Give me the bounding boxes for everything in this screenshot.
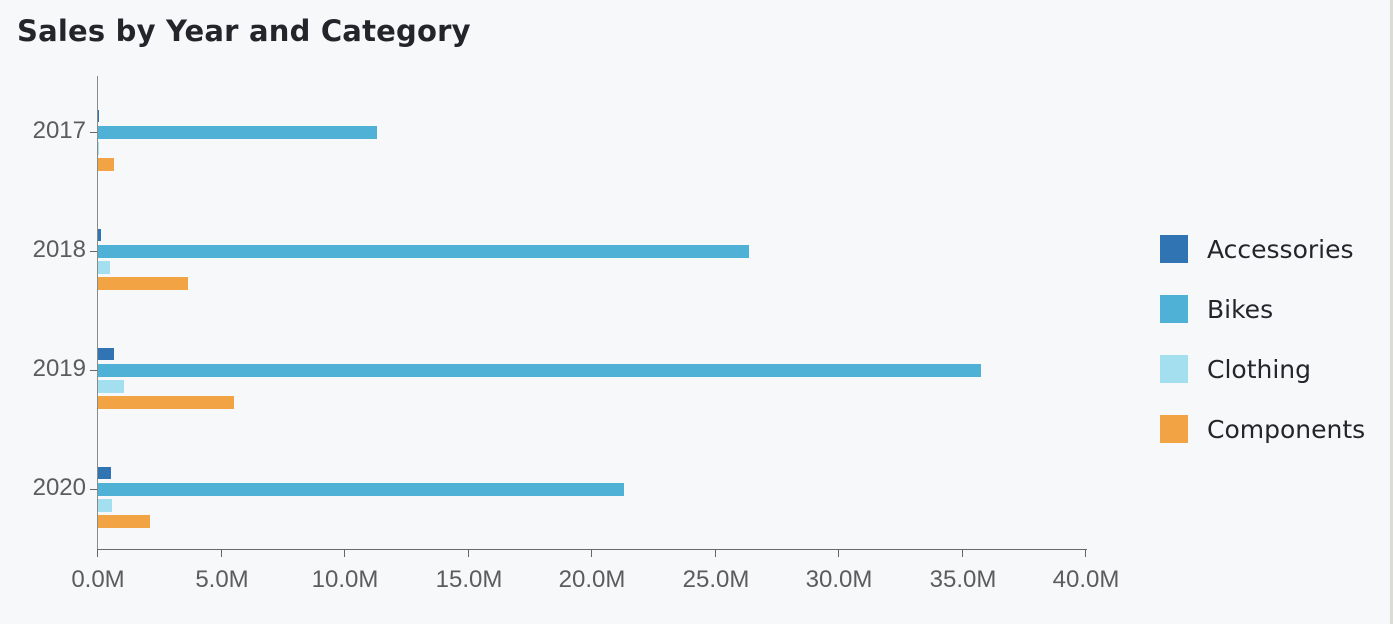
x-tick-label: 35.0M [929,566,997,593]
legend-label: Components [1207,414,1366,444]
x-tick [962,549,963,557]
x-tick [468,549,469,557]
x-tick-label: 40.0M [1052,566,1120,593]
x-tick [1085,549,1086,557]
legend-swatch-accessories [1160,235,1188,263]
bar-accessories-2018[interactable] [98,229,101,241]
x-tick-label: 15.0M [435,566,503,593]
bar-components-2019[interactable] [98,396,234,409]
bar-bikes-2018[interactable] [98,245,749,258]
bar-clothing-2020[interactable] [98,499,113,512]
legend-item-accessories[interactable]: Accessories [1160,234,1354,264]
legend-item-clothing[interactable]: Clothing [1160,354,1311,384]
bar-accessories-2017[interactable] [98,110,99,122]
legend-label: Clothing [1207,354,1312,384]
y-tick [90,251,97,252]
x-tick-label: 20.0M [558,566,626,593]
x-axis [97,549,1087,550]
legend-label: Bikes [1207,294,1274,324]
x-tick-label: 0.0M [71,566,125,593]
y-tick [90,489,97,490]
x-tick [838,549,839,557]
bar-clothing-2018[interactable] [98,261,111,274]
y-tick-label: 2020 [32,474,86,501]
legend-item-components[interactable]: Components [1160,414,1365,444]
legend-swatch-clothing [1160,355,1188,383]
bar-components-2017[interactable] [98,158,115,171]
bar-accessories-2020[interactable] [98,467,112,479]
bar-bikes-2020[interactable] [98,483,625,496]
x-tick [97,549,98,557]
y-axis [97,76,98,550]
x-tick-label: 30.0M [805,566,873,593]
y-tick-label: 2017 [32,117,86,144]
bar-bikes-2017[interactable] [98,126,378,139]
x-tick-label: 10.0M [311,566,379,593]
legend-swatch-bikes [1160,295,1188,323]
bar-clothing-2017[interactable] [98,142,99,155]
x-tick-label: 25.0M [682,566,750,593]
bar-components-2020[interactable] [98,515,150,528]
y-tick-label: 2019 [32,355,86,382]
bar-components-2018[interactable] [98,277,188,290]
y-tick-label: 2018 [32,236,86,263]
bar-accessories-2019[interactable] [98,348,115,360]
x-tick [591,549,592,557]
legend-swatch-components [1160,415,1188,443]
legend-label: Accessories [1207,234,1354,264]
legend-item-bikes[interactable]: Bikes [1160,294,1273,324]
panel-border [1390,0,1393,624]
y-tick [90,370,97,371]
x-tick [715,549,716,557]
chart-title: Sales by Year and Category [17,14,471,48]
bar-clothing-2019[interactable] [98,380,124,393]
x-tick [221,549,222,557]
bar-bikes-2019[interactable] [98,364,982,377]
y-tick [90,132,97,133]
x-tick [344,549,345,557]
x-tick-label: 5.0M [195,566,249,593]
